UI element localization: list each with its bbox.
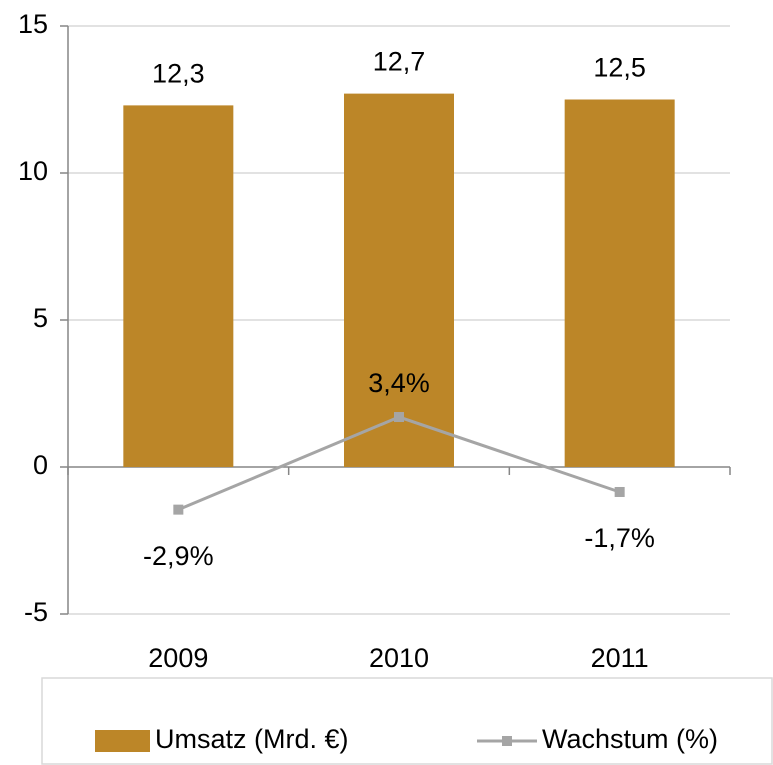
line-value-label: -2,9% (143, 541, 214, 571)
line-marker (394, 412, 404, 423)
y-tick-label: -5 (24, 597, 48, 627)
y-tick-label: 10 (18, 156, 48, 186)
legend-label: Wachstum (%) (542, 724, 718, 754)
bar (564, 99, 675, 467)
y-tick-label: 0 (33, 450, 48, 480)
line-value-label: 3,4% (368, 368, 430, 398)
bar (123, 105, 234, 467)
legend-swatch (95, 730, 150, 752)
x-tick-label: 2011 (591, 643, 649, 673)
bar-value-label: 12,3 (152, 59, 205, 89)
x-tick-label: 2009 (148, 643, 208, 673)
legend-label: Umsatz (Mrd. €) (155, 724, 349, 754)
bar-value-label: 12,7 (373, 47, 426, 77)
line-marker (173, 504, 184, 515)
y-tick-label: 15 (18, 9, 48, 39)
x-tick-label: 2010 (369, 643, 429, 673)
bar (344, 93, 454, 468)
line-marker (614, 486, 625, 497)
bar-value-label: 12,5 (593, 53, 646, 83)
line-value-label: -1,7% (584, 523, 655, 553)
legend-box (41, 677, 773, 765)
y-tick-label: 5 (33, 303, 48, 333)
legend-marker (502, 736, 512, 746)
